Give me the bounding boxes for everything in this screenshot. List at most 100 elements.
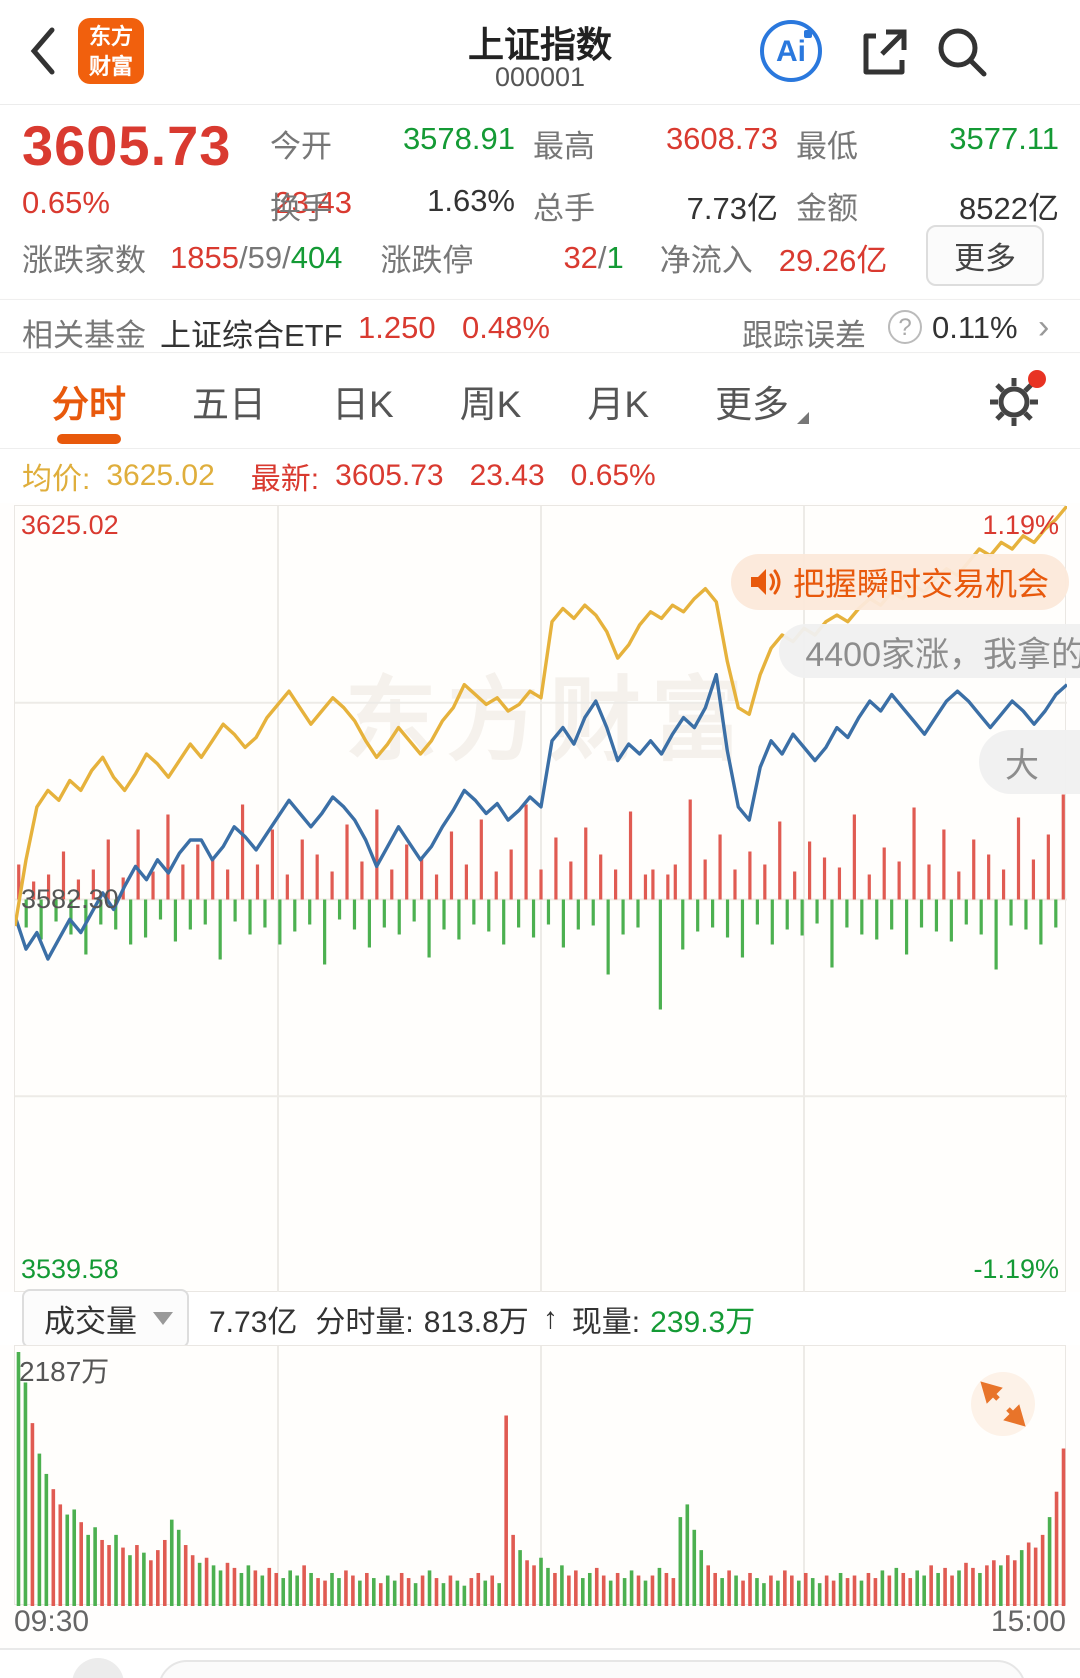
ai-assistant-icon[interactable]: Ai	[760, 20, 822, 82]
y-min-pct-label: -1.19%	[973, 1254, 1059, 1284]
stats-panel: 3605.73 0.65% 23.43 今开 3578.91 最高 3608.73 …	[0, 105, 1080, 298]
current-vol-value: 239.3万	[650, 1305, 756, 1339]
stat-turnover: 1.63%	[427, 183, 515, 218]
notification-dot	[1028, 370, 1046, 388]
page-title: 上证指数	[467, 24, 612, 65]
ai-spark	[804, 30, 812, 38]
net-inflow: 29.26亿	[778, 243, 888, 278]
tab-weekly-k[interactable]: 周K	[459, 384, 522, 425]
chart-tabbar: 分时 五日 日K 周K 月K 更多	[0, 354, 1080, 449]
up-arrow: ↑	[542, 1301, 558, 1335]
stat-label: 换手	[270, 191, 332, 226]
avg-label: 均价:	[22, 463, 91, 496]
y-min-label: 3539.58	[21, 1254, 119, 1284]
intraday-chart[interactable]: 东方财富 3625.02 1.19% 3582.30 3539.58 -1.19…	[14, 505, 1080, 1293]
minute-vol-value: 813.8万	[423, 1305, 529, 1339]
stats-row3: 涨跌家数 1855 / 59 / 404 涨跌停 32 / 1 净流入 29.2…	[22, 225, 1062, 286]
stats-row2: 换手 1.63% 总手 7.73亿 金额 8522亿	[270, 183, 1060, 228]
unchanged: 59	[247, 239, 283, 275]
volume-total: 7.73亿	[209, 1305, 298, 1339]
stat-label: 今开	[270, 129, 332, 164]
time-start: 09:30	[14, 1605, 90, 1638]
tab-5day[interactable]: 五日	[192, 384, 266, 425]
stat-high: 3608.73	[665, 121, 778, 156]
limit-label: 涨跌停	[380, 243, 474, 278]
stock-code: 000001	[494, 62, 586, 92]
y-mid-label: 3582.30	[21, 884, 119, 914]
comment-bar	[0, 1650, 1080, 1678]
stat-label: 最高	[533, 129, 595, 164]
settings-gear-icon[interactable]	[988, 370, 1046, 428]
stat-amount: 8522亿	[959, 191, 1059, 226]
comment-bubble-partial[interactable]: 大	[979, 730, 1080, 794]
sep: /	[238, 239, 248, 275]
speaker-icon	[750, 569, 781, 595]
change-val: 23.43	[274, 185, 352, 220]
tab-daily-k[interactable]: 日K	[332, 384, 394, 425]
chevron-right-icon: ›	[1038, 308, 1050, 346]
expand-chart-button[interactable]	[971, 1372, 1035, 1436]
stat-lots: 7.73亿	[686, 191, 778, 226]
y-max-label: 3625.02	[21, 510, 119, 540]
inflow-label: 净流入	[659, 243, 753, 278]
tab-monthly-k[interactable]: 月K	[587, 384, 650, 425]
latest-label: 最新:	[250, 463, 320, 496]
current-price: 3605.73	[22, 114, 232, 177]
search-icon[interactable]	[932, 22, 992, 82]
current-vol-label: 现量:	[571, 1305, 641, 1339]
minute-vol-label: 分时量:	[315, 1305, 414, 1339]
volume-header: 成交量 7.73亿 分时量: 813.8万 ↑ 现量: 239.3万	[0, 1289, 1080, 1348]
fund-label: 相关基金	[22, 318, 146, 353]
latest-chg: 23.43	[469, 459, 545, 492]
advancers: 1855	[170, 239, 239, 275]
time-end: 15:00	[990, 1605, 1066, 1638]
comment-input[interactable]	[158, 1660, 1026, 1678]
app-logo[interactable]: 东方 财富	[78, 18, 144, 84]
volume-chart-canvas	[16, 1346, 1066, 1606]
stat-label: 金额	[796, 191, 858, 226]
comment-bubble[interactable]: 4400家涨，我拿的	[779, 624, 1080, 678]
limit-down: 1	[606, 239, 624, 275]
chart-legend: 均价: 3625.02 最新: 3605.73 23.43 0.65%	[0, 449, 1080, 503]
time-axis: 09:30 15:00	[14, 1605, 1066, 1647]
latest-value: 3605.73	[335, 459, 444, 492]
avatar[interactable]	[72, 1658, 124, 1678]
sep: /	[597, 239, 607, 275]
limit-up: 32	[563, 239, 598, 275]
fund-pct: 0.48%	[462, 310, 550, 345]
logo-line1: 东方	[88, 24, 133, 49]
y-max-pct-label: 1.19%	[982, 510, 1059, 540]
stat-low: 3577.11	[949, 121, 1059, 156]
logo-line2: 财富	[88, 54, 133, 79]
tracking-error-value: 0.11%	[932, 310, 1018, 345]
volume-max-label: 2187万	[19, 1356, 110, 1387]
divider	[0, 1648, 1080, 1650]
volume-chart[interactable]: 2187万	[14, 1345, 1066, 1606]
avg-value: 3625.02	[106, 459, 215, 492]
related-fund-row[interactable]: 相关基金 上证综合ETF 1.250 0.48% 跟踪误差 ? 0.11% ›	[0, 299, 1080, 353]
decliners: 404	[290, 239, 343, 275]
dropdown-arrow-icon	[153, 1312, 173, 1325]
stats-row1: 今开 3578.91 最高 3608.73 最低 3577.11	[270, 121, 1060, 166]
share-icon[interactable]	[856, 24, 912, 80]
volume-dropdown[interactable]: 成交量	[22, 1289, 189, 1348]
back-icon[interactable]	[28, 26, 58, 76]
more-stats-button[interactable]: 更多	[926, 225, 1044, 286]
fund-name: 上证综合ETF	[160, 318, 343, 353]
help-icon[interactable]: ?	[888, 310, 922, 344]
fund-price: 1.250	[358, 310, 436, 345]
tab-minute[interactable]: 分时	[48, 356, 130, 446]
stat-label: 总手	[533, 191, 595, 226]
stat-open: 3578.91	[402, 121, 515, 156]
price-change: 0.65% 23.43	[22, 185, 352, 221]
tracking-error-label: 跟踪误差	[742, 318, 866, 353]
triangle-icon	[797, 412, 810, 424]
stat-label: 最低	[796, 129, 858, 164]
latest-pct: 0.65%	[570, 459, 656, 492]
adv-dec-label: 涨跌家数	[22, 243, 146, 278]
trade-tip-banner[interactable]: 把握瞬时交易机会	[730, 554, 1069, 610]
change-pct: 0.65%	[22, 185, 110, 220]
tab-more[interactable]: 更多	[711, 356, 810, 446]
intraday-chart-canvas	[15, 506, 1067, 1293]
